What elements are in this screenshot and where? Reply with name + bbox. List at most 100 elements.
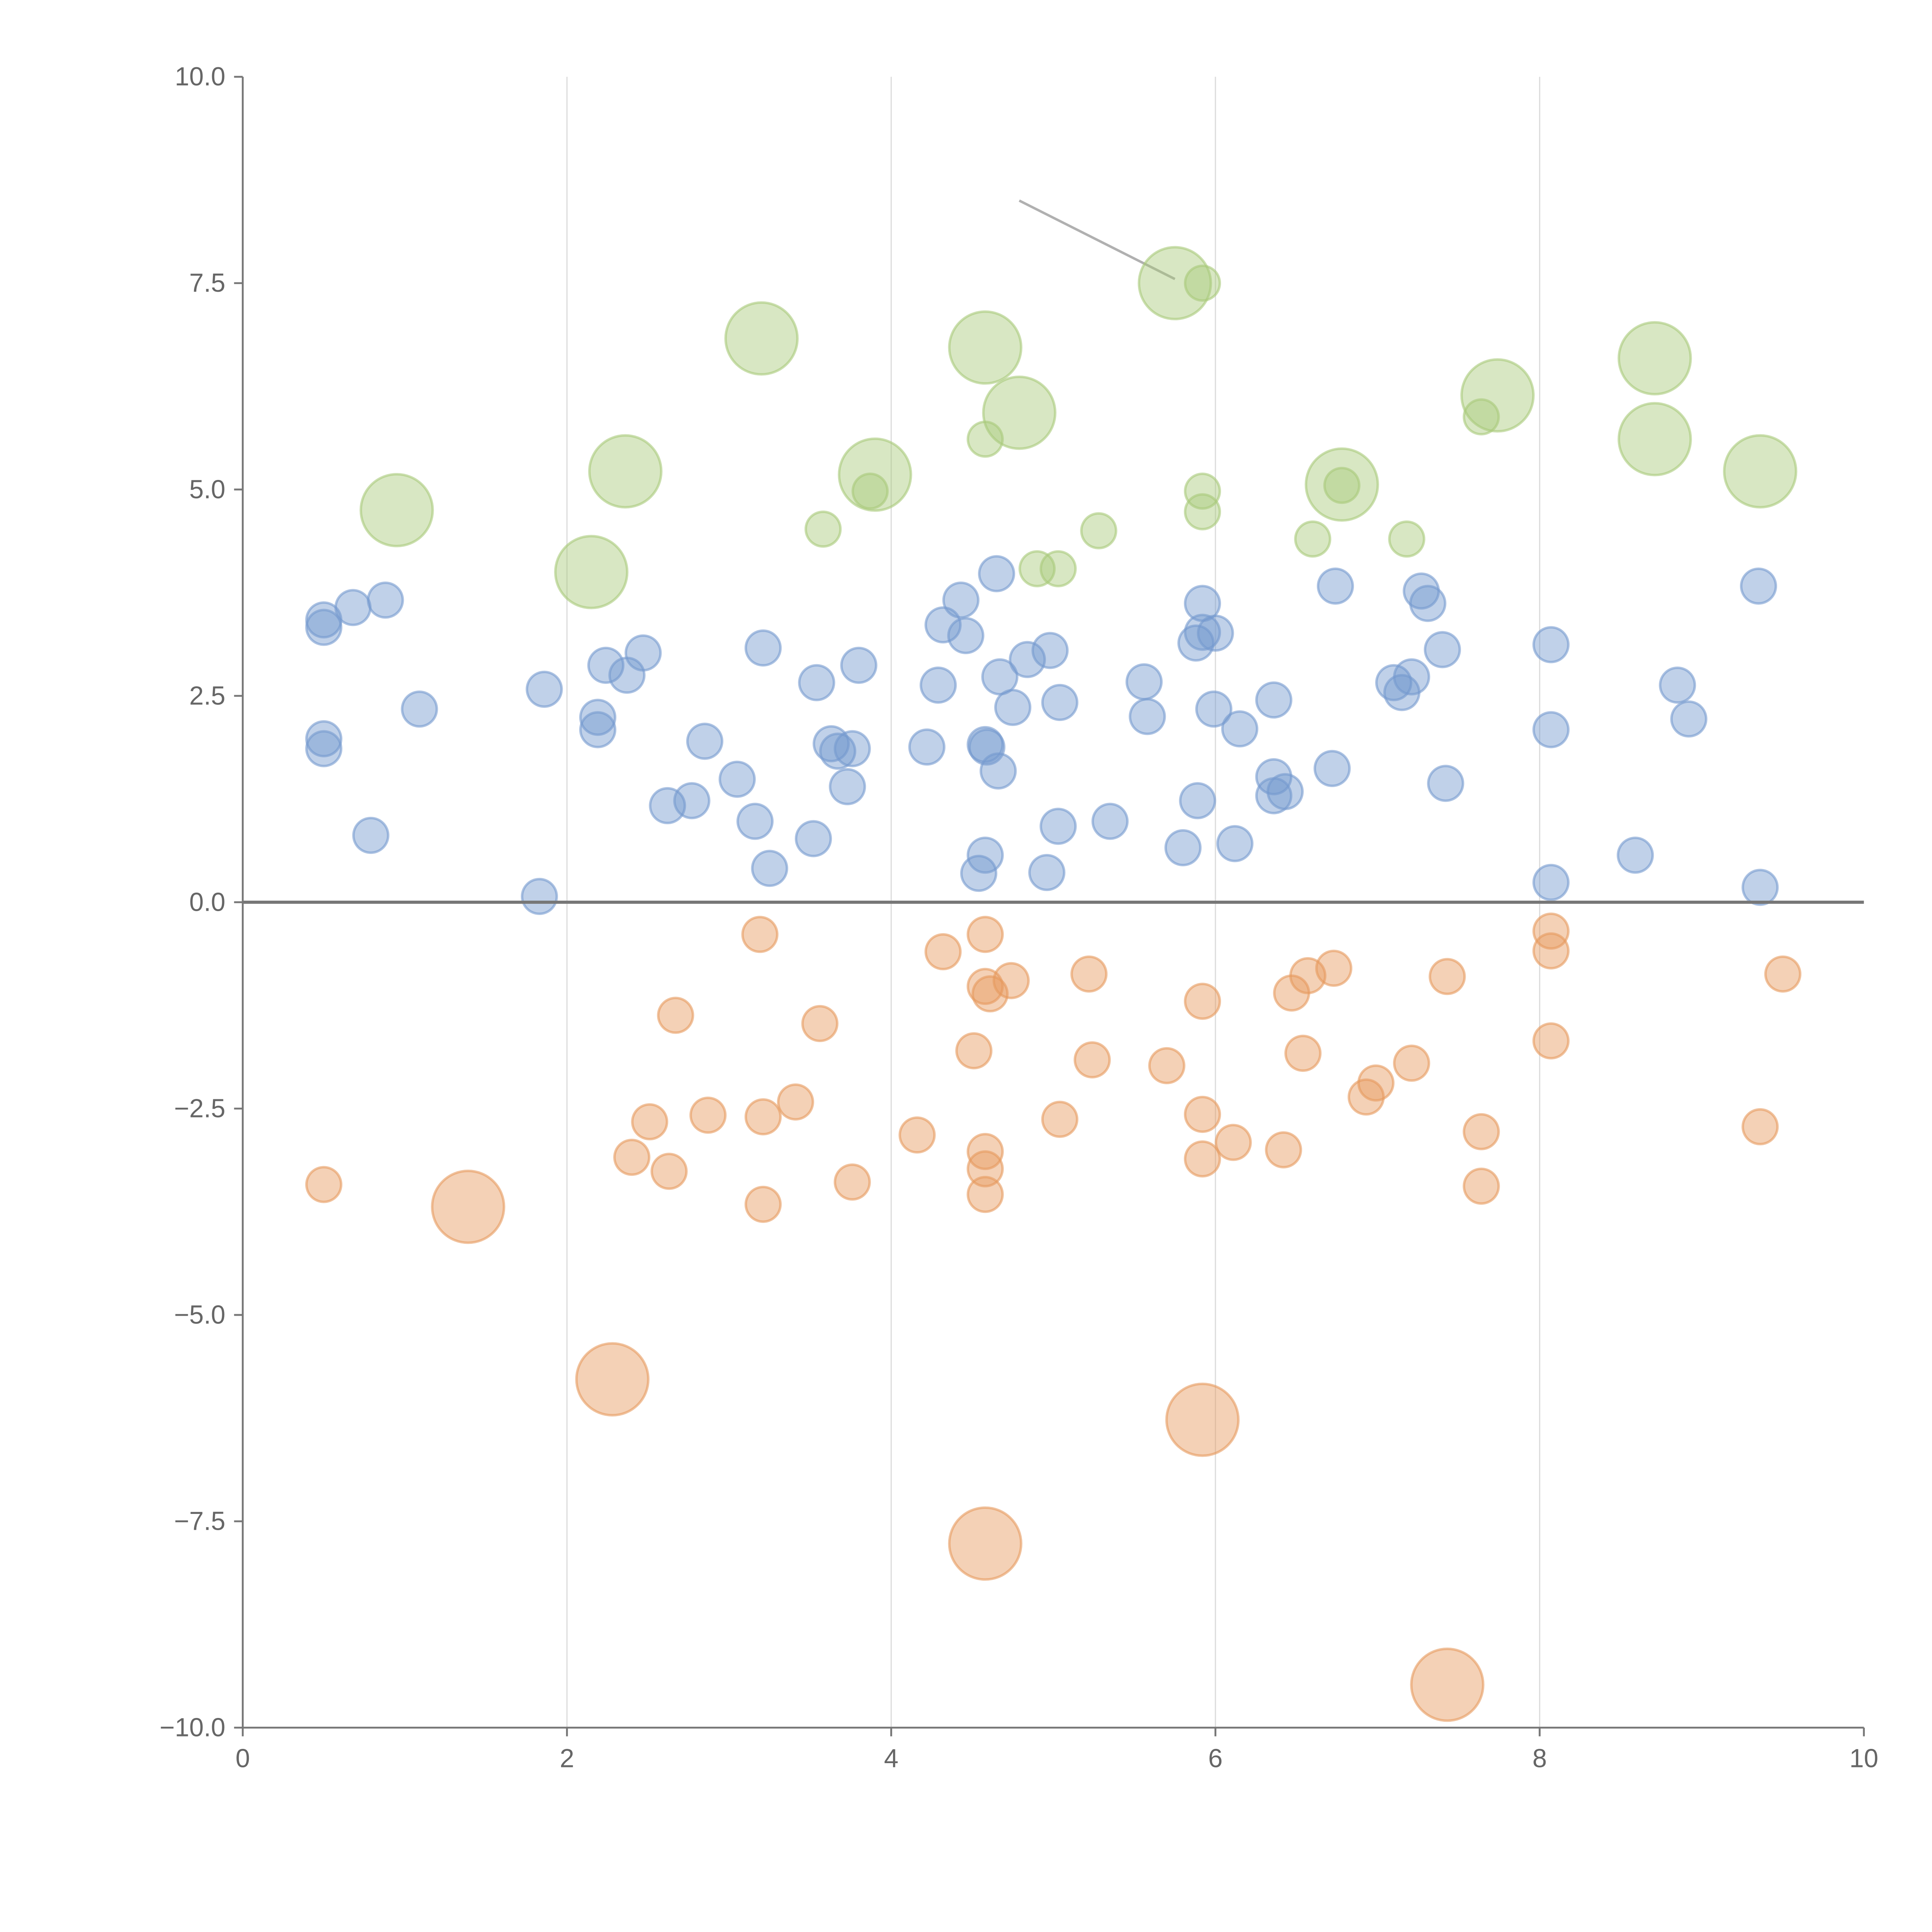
data-point-blue — [736, 803, 774, 840]
data-point-orange — [1284, 1034, 1322, 1072]
data-point-blue — [1184, 614, 1221, 651]
y-tick-label: 2.5 — [189, 681, 226, 710]
data-points — [305, 246, 1802, 1722]
data-point-green — [588, 434, 663, 509]
series-blue — [305, 555, 1779, 915]
data-point-orange — [689, 1097, 727, 1134]
data-point-blue — [908, 728, 946, 766]
data-point-blue — [1255, 758, 1293, 796]
data-point-blue — [1221, 710, 1259, 748]
data-point-orange — [833, 1163, 871, 1201]
data-point-blue — [1216, 825, 1253, 862]
data-point-blue — [1393, 658, 1430, 696]
data-point-orange — [1265, 1131, 1302, 1168]
data-point-orange — [966, 1150, 1004, 1188]
data-point-orange — [1393, 1044, 1430, 1082]
data-point-blue — [401, 690, 438, 728]
data-point-orange — [1148, 1047, 1185, 1084]
data-point-blue — [1197, 614, 1234, 652]
x-tick-label: 2 — [560, 1744, 574, 1773]
data-point-blue — [978, 555, 1015, 592]
data-point-blue — [624, 634, 662, 672]
data-point-blue — [305, 609, 343, 646]
data-point-orange — [1410, 1647, 1485, 1722]
data-point-blue — [1742, 869, 1779, 906]
data-point-orange — [1070, 955, 1108, 993]
data-point-blue — [1427, 765, 1464, 802]
data-point-orange — [1357, 1064, 1395, 1102]
data-point-green — [1294, 520, 1332, 558]
data-point-green — [1617, 402, 1692, 476]
data-point-blue — [1195, 690, 1233, 728]
data-point-orange — [650, 1153, 688, 1190]
data-point-orange — [1532, 1022, 1570, 1060]
data-point-blue — [942, 582, 980, 619]
data-point-blue — [1266, 773, 1304, 810]
data-point-blue — [1313, 750, 1351, 787]
series-green — [359, 246, 1798, 609]
data-point-green — [1304, 447, 1379, 522]
data-point-blue — [587, 646, 625, 684]
data-point-orange — [777, 1083, 814, 1121]
data-point-orange — [948, 1506, 1022, 1581]
data-point-blue — [1423, 631, 1461, 668]
y-tick-label: 5.0 — [189, 475, 226, 504]
data-point-blue — [1659, 667, 1696, 704]
data-point-green — [1138, 246, 1212, 320]
data-point-blue — [367, 582, 404, 619]
data-point-orange — [1463, 1167, 1500, 1205]
data-point-orange — [1742, 1108, 1779, 1146]
data-point-green — [1080, 512, 1117, 549]
data-point-blue — [686, 723, 724, 760]
data-point-orange — [657, 997, 694, 1034]
data-point-green — [1463, 398, 1500, 435]
data-point-green — [948, 310, 1022, 385]
data-point-blue — [947, 617, 985, 655]
data-point-green — [1018, 550, 1056, 587]
data-point-orange — [575, 1342, 650, 1417]
data-point-orange — [924, 933, 962, 971]
annotation-leader-line — [1019, 199, 1176, 280]
data-point-blue — [1532, 711, 1570, 748]
data-point-orange — [966, 916, 1004, 953]
data-point-blue — [1177, 624, 1215, 662]
data-point-orange — [1532, 912, 1570, 950]
axes: 0 2 4 6 8 10 10.0 7.5 5.0 2.5 0.0 −2.5 −5.0 −7.5 −10.0 — [160, 62, 1878, 1773]
data-point-green — [804, 510, 842, 548]
data-point-green — [724, 301, 799, 376]
y-tick-label: 10.0 — [175, 62, 225, 91]
y-tick-label: 7.5 — [189, 269, 226, 298]
y-tick-label: 0.0 — [189, 888, 226, 917]
data-point-blue — [829, 768, 866, 805]
x-tick-label: 10 — [1849, 1744, 1878, 1773]
data-point-blue — [1179, 782, 1216, 820]
data-point-orange — [992, 962, 1030, 999]
data-point-green — [1184, 493, 1221, 531]
data-point-blue — [1409, 585, 1447, 622]
data-point-blue — [840, 646, 878, 684]
data-point-blue — [1255, 681, 1293, 719]
data-point-orange — [971, 975, 1009, 1013]
data-point-orange — [1429, 958, 1466, 995]
data-point-blue — [744, 629, 782, 667]
data-point-orange — [305, 1166, 343, 1203]
data-point-orange — [1532, 932, 1570, 970]
x-tick-label: 6 — [1208, 1744, 1223, 1773]
data-point-green — [359, 473, 434, 548]
data-point-blue — [649, 787, 686, 825]
data-point-blue — [579, 711, 617, 748]
data-point-green — [1184, 264, 1221, 302]
data-point-green — [1039, 550, 1077, 587]
data-point-orange — [631, 1103, 668, 1141]
y-tick-label: −2.5 — [174, 1094, 225, 1123]
annotations — [1019, 199, 1176, 280]
data-point-blue — [1039, 808, 1077, 845]
data-point-blue — [1129, 698, 1166, 735]
data-point-orange — [801, 1005, 838, 1043]
data-point-green — [1323, 467, 1361, 504]
data-point-blue — [994, 689, 1032, 726]
data-point-orange — [955, 1032, 993, 1070]
y-tick-label: −5.0 — [174, 1300, 225, 1329]
data-point-blue — [1125, 663, 1163, 701]
